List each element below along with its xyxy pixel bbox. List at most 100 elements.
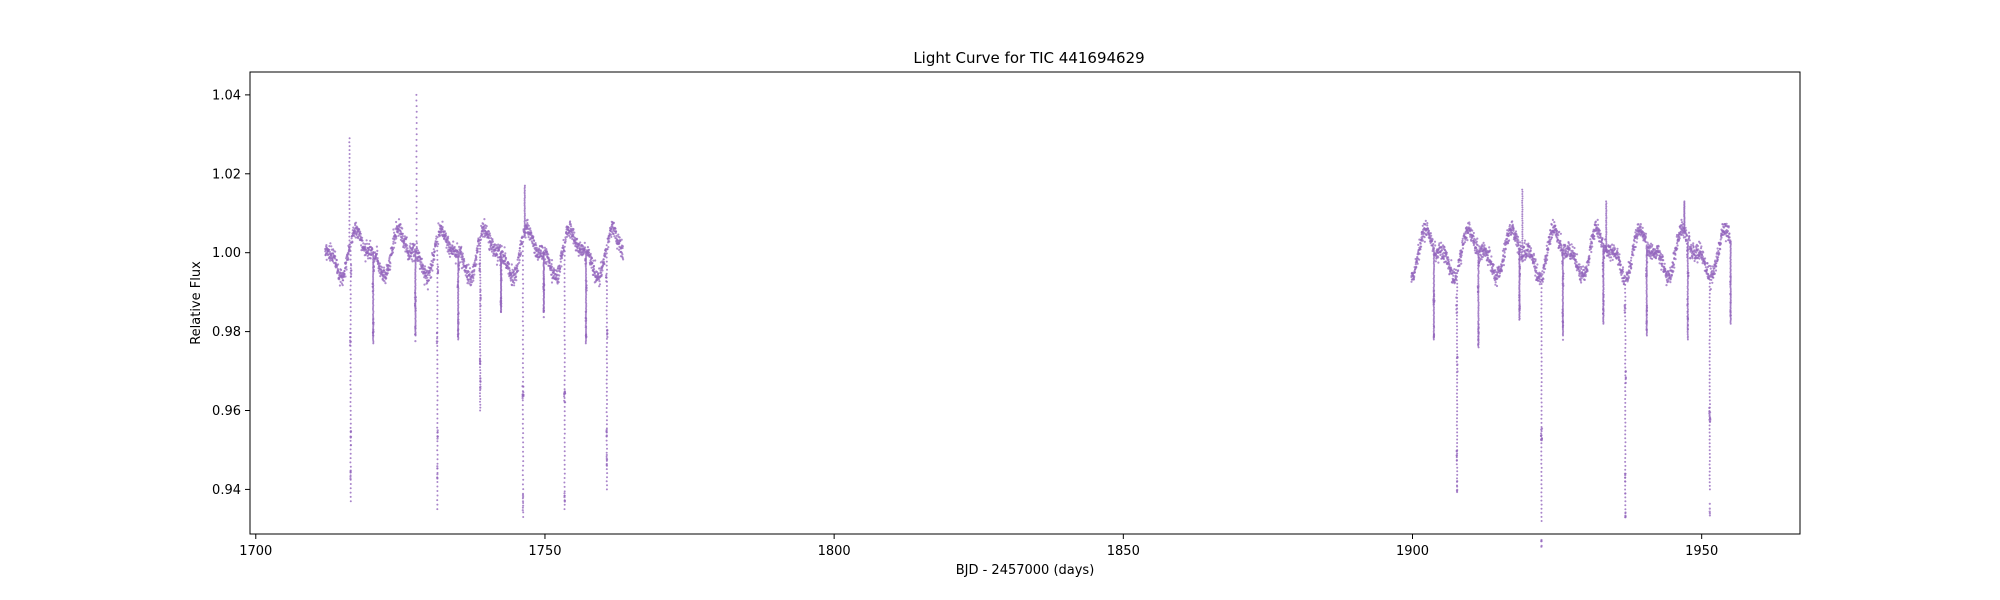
flux-point: [468, 282, 471, 285]
eclipse-point: [1432, 329, 1435, 332]
eclipse-point: [479, 317, 482, 320]
eclipse-point: [563, 374, 566, 377]
eclipse-point: [521, 413, 524, 416]
eclipse-point: [521, 404, 524, 407]
eclipse-point: [1477, 251, 1480, 254]
eclipse-point: [521, 296, 524, 299]
eclipse-point: [1624, 476, 1627, 479]
flux-point: [361, 236, 364, 239]
flux-point: [374, 256, 377, 259]
flux-point: [566, 233, 569, 236]
eclipse-point: [605, 256, 608, 259]
eclipse-point: [349, 332, 352, 334]
eclipse-point: [605, 244, 608, 247]
eclipse-point: [605, 431, 608, 434]
flux-point: [1587, 263, 1590, 267]
eclipse-point: [372, 340, 375, 343]
flux-point: [423, 265, 427, 268]
eclipse-point: [584, 259, 587, 262]
eclipse-point: [349, 366, 352, 369]
flux-point: [1629, 264, 1632, 267]
eclipse-point: [436, 245, 439, 248]
eclipse-point: [1456, 328, 1459, 331]
eclipse-point: [372, 316, 375, 319]
flux-point: [1616, 253, 1619, 256]
flux-point: [488, 232, 491, 235]
eclipse-point: [1432, 302, 1435, 304]
flux-point: [408, 257, 411, 260]
flux-point: [507, 262, 511, 265]
eclipse-point: [436, 394, 439, 397]
eclipse-point: [522, 334, 525, 337]
flux-point: [388, 256, 391, 259]
eclipse-point: [1561, 278, 1564, 281]
flux-point: [1624, 516, 1627, 519]
eclipse-point: [585, 333, 587, 336]
eclipse-point: [436, 240, 439, 243]
flux-point: [1696, 261, 1699, 264]
eclipse-point: [1561, 320, 1564, 323]
eclipse-point: [479, 314, 482, 317]
eclipse-point: [585, 327, 588, 330]
flux-point: [1423, 240, 1426, 243]
eclipse-point: [457, 259, 460, 262]
flux-point: [1461, 237, 1464, 240]
flux-point: [1583, 268, 1586, 271]
eclipse-point: [563, 259, 566, 262]
eclipse-point: [606, 398, 608, 401]
flux-point: [1468, 223, 1471, 226]
eclipse-point: [349, 439, 352, 442]
eclipse-point: [1432, 338, 1435, 341]
flux-point: [397, 218, 401, 221]
flux-point: [401, 235, 404, 238]
flux-point: [1490, 255, 1493, 258]
eclipse-point: [522, 324, 525, 327]
flux-point: [340, 268, 343, 272]
eclipse-point: [1540, 491, 1543, 494]
eclipse-point: [349, 245, 352, 248]
eclipse-point: [457, 319, 459, 322]
eclipse-point: [1432, 262, 1435, 265]
flux-point: [1474, 238, 1477, 241]
flux-point: [1524, 258, 1527, 261]
flux-point: [489, 234, 492, 237]
flux-point: [563, 492, 566, 495]
eclipse-point: [1561, 281, 1564, 284]
flux-point: [1677, 239, 1680, 242]
eclipse-point: [521, 343, 524, 346]
flux-point: [1685, 229, 1688, 232]
eclipse-point: [372, 286, 374, 289]
flux-point: [458, 245, 461, 248]
eclipse-point: [584, 324, 587, 327]
flux-point: [343, 269, 346, 273]
flux-point: [1529, 247, 1533, 250]
flux-point: [441, 226, 444, 229]
flux-point: [1704, 266, 1707, 269]
eclipse-point: [1477, 253, 1480, 256]
flux-point: [1582, 265, 1585, 268]
flux-point: [517, 269, 520, 272]
eclipse-point: [1540, 515, 1543, 518]
eclipse-point: [1562, 331, 1564, 334]
flux-point: [437, 242, 440, 246]
flux-point: [1621, 266, 1625, 269]
eclipse-point: [605, 260, 608, 263]
eclipse-point: [1540, 381, 1543, 384]
eclipse-point: [1433, 306, 1435, 309]
eclipse-point: [436, 290, 439, 293]
flux-point: [393, 238, 396, 241]
flux-point: [1709, 267, 1712, 270]
flux-point: [354, 236, 357, 239]
flux-point: [1508, 239, 1511, 242]
flux-point: [1630, 266, 1633, 269]
eclipse-point: [457, 290, 460, 293]
eclipse-point: [436, 258, 439, 261]
flux-point: [330, 245, 333, 248]
flux-point: [1437, 256, 1440, 259]
eclipse-point: [1432, 337, 1435, 339]
flux-point: [345, 268, 348, 271]
eclipse-point: [1432, 332, 1435, 335]
eclipse-point: [372, 331, 374, 334]
flux-point: [1711, 281, 1714, 284]
